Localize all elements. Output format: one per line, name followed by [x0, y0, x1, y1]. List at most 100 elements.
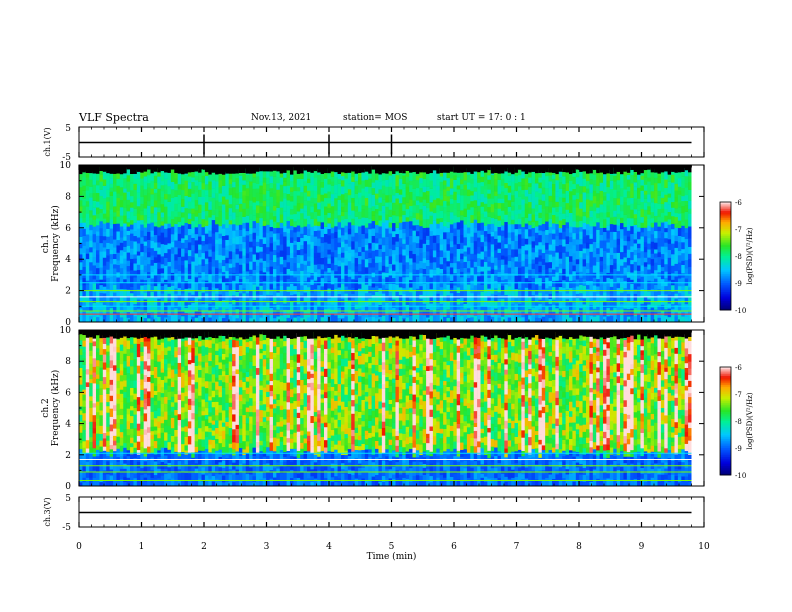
- ch1-spectrogram-cell: [426, 186, 430, 192]
- ch1-spectrogram-cell: [592, 291, 597, 301]
- ch1-spectrogram-cell: [534, 245, 539, 253]
- ch1-spectrogram-cell: [368, 257, 372, 264]
- ch1-spectrogram-cell: [269, 212, 274, 220]
- ch1-spectrogram-cell: [143, 299, 148, 307]
- ch1-spectrogram-cell: [677, 314, 682, 323]
- ch1-spectrogram-cell: [106, 242, 110, 250]
- ch2-spectrogram-cell: [126, 455, 131, 461]
- ch1-spectrogram-cell: [477, 271, 481, 277]
- ch1-spectrogram-cell: [89, 247, 93, 253]
- ch1-spectrogram-cell: [184, 288, 189, 296]
- ch2-spectrogram-cell: [116, 414, 121, 423]
- ch1-spectrogram-cell: [490, 236, 495, 245]
- ch1-spectrogram-cell: [620, 292, 624, 298]
- ch1-spectrogram-cell: [266, 211, 270, 219]
- ch1-spectrogram-cell: [306, 190, 311, 197]
- ch1-spectrogram-cell: [228, 251, 233, 260]
- ch2-spectrogram-cell: [109, 330, 114, 337]
- ch1-spectrogram-cell: [116, 316, 121, 323]
- ch1-spectrogram-cell: [221, 271, 226, 277]
- ch1-spectrogram-cell: [276, 309, 281, 317]
- ch1-spectrogram-cell: [354, 205, 359, 212]
- ch1-spectrogram-cell: [640, 288, 645, 296]
- ch1-spectrogram-cell: [136, 185, 141, 193]
- ch1-spectrogram-cell: [252, 275, 257, 280]
- ch1-spectrogram-cell: [674, 235, 679, 242]
- ch1-spectrogram-cell: [283, 165, 287, 173]
- ch1-spectrogram-cell: [211, 205, 216, 211]
- ch1-spectrogram-cell: [106, 288, 110, 295]
- ch1-spectrogram-cell: [123, 173, 127, 179]
- ch1-spectrogram-cell: [453, 208, 458, 216]
- ch1-spectrogram-cell: [341, 278, 345, 285]
- ch1-spectrogram-cell: [592, 226, 597, 235]
- ch1-spectrogram-cell: [208, 174, 213, 182]
- ch1-spectrogram-cell: [313, 241, 318, 246]
- ch1-spectrogram-cell: [283, 181, 287, 187]
- ch1-spectrogram-cell: [487, 206, 492, 213]
- ch1-spectrogram-cell: [337, 195, 342, 201]
- ch1-spectrogram-cell: [453, 175, 458, 180]
- ch1-spectrogram-cell: [548, 201, 553, 207]
- ch1-spectrogram-cell: [259, 165, 264, 172]
- date-label: Nov.13, 2021: [251, 113, 312, 123]
- ch1-spectrogram-cell: [170, 165, 175, 170]
- ch1-spectrogram-cell: [381, 251, 386, 261]
- ch1-spectrogram-cell: [341, 219, 345, 228]
- ch1-spectrogram-cell: [534, 294, 539, 303]
- ch1-spectrogram-cell: [490, 316, 495, 323]
- ch1-spectrogram-cell: [521, 178, 526, 186]
- figure-title: VLF Spectra: [79, 111, 149, 124]
- ch1-spectrogram-cell: [198, 256, 202, 265]
- ch1-spectrogram-cell: [405, 194, 410, 203]
- ch1-spectrogram-cell: [470, 173, 475, 179]
- ch1-spectrogram-cell: [490, 217, 495, 224]
- ch1-spectrogram-cell: [681, 221, 685, 226]
- ch1-spectrogram-cell: [85, 241, 90, 249]
- ch1-spectrogram-cell: [194, 296, 199, 304]
- ch1-spectrogram-cell: [238, 284, 243, 294]
- ch1-spectrogram-cell: [654, 230, 658, 239]
- ch1-spectrogram-cell: [330, 232, 335, 239]
- ch1-spectrogram-cell: [109, 224, 114, 229]
- ch1-spectrogram-cell: [303, 253, 308, 261]
- ch1-spectrogram-cell: [130, 202, 134, 208]
- ch1-spectrogram-cell: [225, 199, 230, 206]
- ch1-spectrogram-cell: [657, 317, 662, 323]
- ch1-spectrogram-cell: [473, 207, 478, 216]
- ch1-spectrogram-cell: [667, 197, 672, 205]
- ch2-spectrogram-cell: [96, 433, 100, 441]
- ch1-spectrogram-cell: [320, 309, 325, 318]
- ch1-spectrogram-cell: [630, 225, 634, 235]
- ch1-spectrogram-cell: [96, 279, 100, 285]
- ch1-spectrogram-cell: [358, 263, 362, 272]
- ch1-spectrogram-cell: [235, 296, 240, 305]
- ch1-spectrogram-cell: [586, 268, 590, 274]
- ch1-spectrogram-cell: [364, 205, 369, 210]
- ch1-spectrogram-cell: [582, 192, 587, 200]
- ch1-spectrogram-cell: [252, 254, 257, 262]
- ch1-spectrogram-cell: [215, 267, 219, 276]
- ch1-spectrogram-cell: [439, 165, 444, 173]
- ch1-spectrogram-cell: [296, 165, 301, 171]
- ch1-spectrogram-cell: [504, 289, 509, 296]
- ch1-spectrogram-cell: [187, 218, 192, 225]
- ch2-spectrogram-cell: [92, 464, 97, 471]
- ch1-spectrogram-cell: [545, 281, 549, 289]
- ch1-spectrogram-cell: [232, 258, 236, 268]
- ch1-spectrogram-cell: [150, 285, 155, 292]
- ch1-spectrogram-cell: [381, 272, 386, 279]
- ch1-spectrogram-cell: [126, 305, 131, 313]
- ch2-spectrogram-cell: [109, 367, 114, 373]
- ch1-spectrogram-cell: [361, 209, 366, 218]
- ch1-spectrogram-cell: [272, 199, 277, 206]
- ch1-spectrogram-cell: [548, 181, 553, 188]
- ch2-spectrogram-cell: [123, 424, 127, 430]
- ch1-spectrogram-cell: [426, 214, 430, 220]
- ch1-spectrogram-cell: [579, 315, 583, 323]
- ch1-spectrogram-cell: [524, 185, 529, 190]
- ch1-spectrogram-cell: [279, 201, 284, 208]
- ch2-spectrogram-cell: [123, 410, 127, 419]
- ch1-spectrogram-cell: [654, 301, 658, 310]
- ch1-spectrogram-cell: [487, 283, 492, 289]
